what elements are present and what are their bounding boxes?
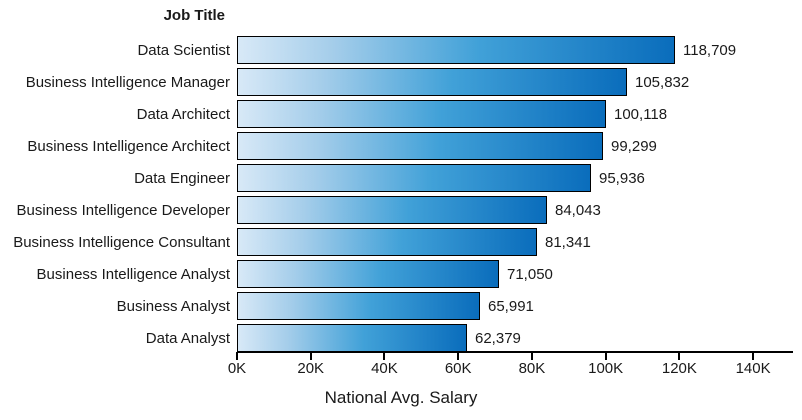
tick-label: 60K bbox=[444, 360, 472, 377]
tick-label: 100K bbox=[588, 360, 624, 377]
tick-label: 40K bbox=[371, 360, 398, 377]
tick-label: 140K bbox=[735, 360, 771, 377]
tick-label: 20K bbox=[297, 360, 325, 377]
category-label: Data Scientist bbox=[137, 41, 230, 59]
x-axis-line bbox=[237, 351, 793, 353]
tick-mark bbox=[236, 352, 238, 360]
tick-mark bbox=[752, 352, 755, 360]
category-label: Data Engineer bbox=[134, 169, 230, 187]
value-label: 65,991 bbox=[488, 297, 534, 315]
value-label: 71,050 bbox=[507, 265, 553, 283]
tick-mark bbox=[678, 352, 681, 360]
tick-mark bbox=[309, 352, 312, 360]
x-axis-title: National Avg. Salary bbox=[324, 388, 478, 407]
value-label: 95,936 bbox=[599, 169, 645, 187]
value-label: 118,709 bbox=[683, 41, 737, 59]
bar bbox=[237, 228, 537, 256]
bar bbox=[237, 164, 591, 192]
category-label: Data Analyst bbox=[145, 329, 230, 347]
category-label: Business Analyst bbox=[116, 297, 230, 315]
bar bbox=[237, 68, 627, 96]
tick-mark bbox=[383, 352, 386, 360]
tick-mark bbox=[530, 352, 533, 360]
tick-mark bbox=[604, 352, 607, 360]
value-label: 99,299 bbox=[611, 137, 657, 155]
value-label: 84,043 bbox=[555, 201, 601, 219]
bar bbox=[237, 196, 547, 224]
tick-mark bbox=[457, 352, 460, 360]
bar bbox=[237, 292, 480, 320]
tick-label: 120K bbox=[661, 360, 697, 377]
bar bbox=[237, 100, 606, 128]
value-label: 81,341 bbox=[545, 233, 591, 251]
value-label: 62,379 bbox=[475, 329, 521, 347]
value-label: 100,118 bbox=[614, 105, 668, 123]
category-label: Business Intelligence Manager bbox=[25, 73, 230, 91]
category-label: Data Architect bbox=[136, 105, 230, 123]
category-label: Business Intelligence Developer bbox=[16, 201, 230, 219]
bar bbox=[237, 36, 675, 64]
chart-title: Job Title bbox=[163, 7, 225, 24]
category-label: Business Intelligence Consultant bbox=[13, 233, 230, 251]
category-label: Business Intelligence Analyst bbox=[36, 265, 230, 283]
value-label: 105,832 bbox=[635, 73, 690, 91]
bar bbox=[237, 132, 603, 160]
category-label: Business Intelligence Architect bbox=[27, 137, 230, 155]
tick-label: 80K bbox=[518, 360, 546, 377]
bar bbox=[237, 260, 499, 288]
tick-label: 0K bbox=[227, 360, 247, 377]
bar bbox=[237, 324, 467, 352]
